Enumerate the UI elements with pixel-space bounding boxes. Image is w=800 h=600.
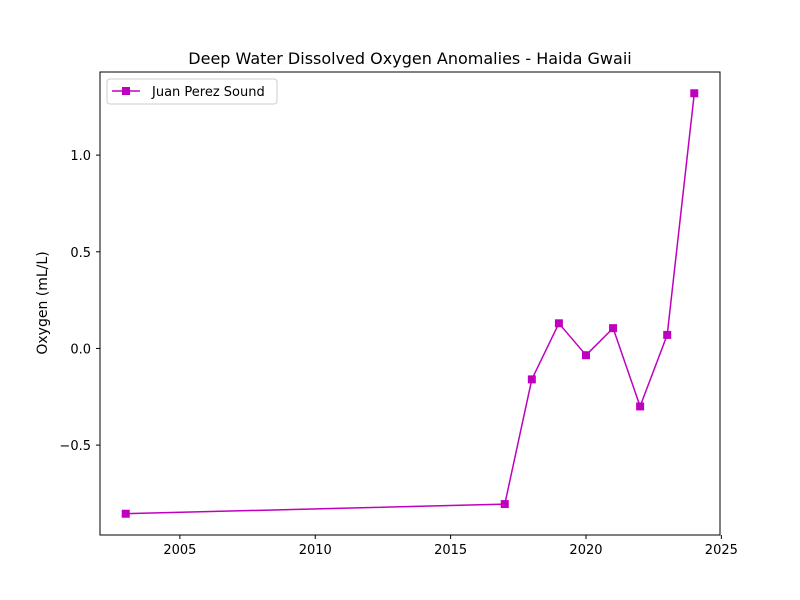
data-point xyxy=(581,351,590,360)
y-tick-label: 0.0 xyxy=(70,342,91,357)
plot-frame xyxy=(99,71,721,536)
legend-marker-icon xyxy=(122,87,130,95)
data-point xyxy=(663,330,672,339)
data-point xyxy=(500,500,509,509)
series-line xyxy=(125,93,696,515)
x-tick-label: 2020 xyxy=(569,543,602,558)
y-tick-label: 1.0 xyxy=(70,149,91,164)
data-point xyxy=(609,324,618,333)
ticks-layer: 2005 2010 2015 2020 2025 −0.5 0.0 0.5 1.0 xyxy=(59,149,737,558)
legend-box xyxy=(106,78,278,105)
data-point xyxy=(554,319,563,328)
x-tick-label: 2005 xyxy=(163,543,196,558)
y-tick-label: −0.5 xyxy=(59,439,91,454)
chart-title: Deep Water Dissolved Oxygen Anomalies - … xyxy=(188,49,631,68)
x-tick-label: 2015 xyxy=(434,543,467,558)
data-point xyxy=(690,89,699,98)
x-tick-label: 2025 xyxy=(705,543,738,558)
series-layer xyxy=(121,89,699,518)
data-point xyxy=(636,402,645,411)
legend: Juan Perez Sound xyxy=(106,78,278,105)
data-point xyxy=(527,375,536,384)
x-tick-label: 2010 xyxy=(299,543,332,558)
legend-label: Juan Perez Sound xyxy=(151,85,265,100)
y-tick-label: 0.5 xyxy=(70,246,91,261)
data-point xyxy=(121,509,130,518)
y-axis-label: Oxygen (mL/L) xyxy=(35,251,51,354)
